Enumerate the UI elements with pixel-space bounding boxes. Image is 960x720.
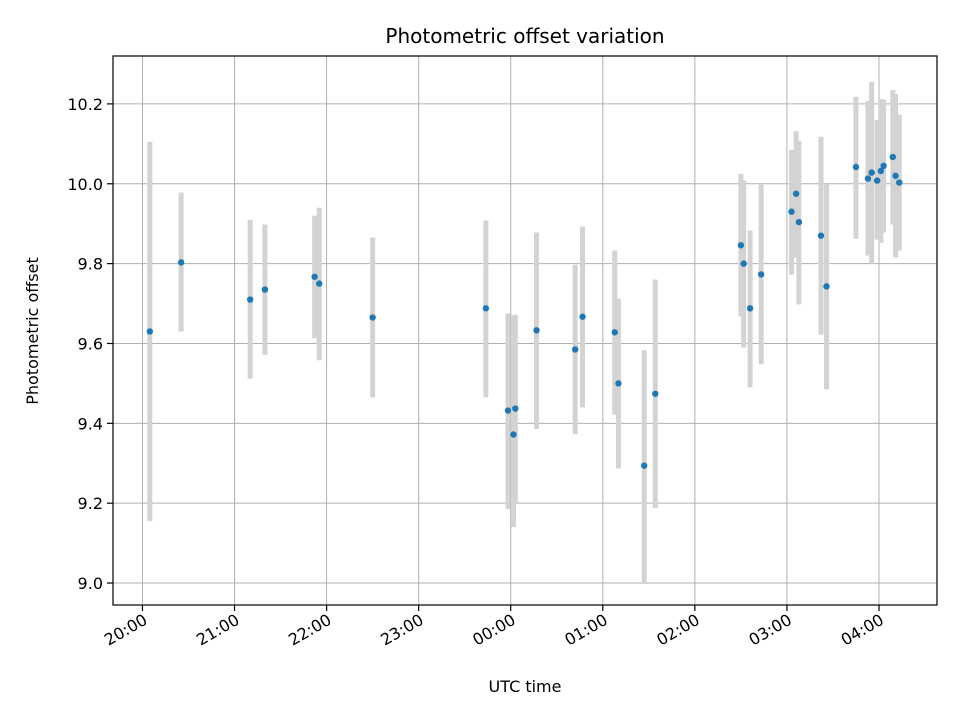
y-tick-label: 9.4 — [78, 414, 103, 433]
data-point — [795, 218, 803, 226]
data-point — [311, 273, 318, 280]
y-axis-label: Photometric offset — [23, 257, 42, 405]
plot-frame — [112, 55, 938, 606]
data-point — [877, 167, 885, 175]
data-point — [889, 153, 897, 161]
data-point — [792, 190, 800, 197]
data-point — [823, 283, 830, 290]
data-point — [873, 177, 881, 184]
y-tick-label: 9.6 — [78, 334, 103, 353]
data-point — [757, 271, 765, 278]
data-point — [533, 327, 540, 334]
data-point — [896, 179, 903, 186]
data-point — [652, 390, 659, 397]
data-point — [261, 286, 269, 293]
data-point — [504, 407, 512, 414]
data-point — [641, 462, 648, 469]
data-point — [868, 169, 875, 176]
data-point — [864, 175, 872, 182]
data-point — [579, 313, 586, 320]
data-points — [146, 153, 903, 469]
data-point — [510, 431, 517, 438]
data-point — [737, 242, 745, 249]
data-point — [746, 305, 754, 312]
data-point — [246, 296, 254, 303]
y-tick-label: 9.8 — [78, 255, 103, 274]
y-axis-ticks: 9.0 9.2 9.4 9.6 9.8 10.0 10.2 — [67, 95, 113, 593]
y-tick-label: 10.2 — [67, 95, 103, 114]
data-point — [146, 328, 154, 335]
data-point — [892, 172, 899, 179]
y-tick-label: 9.0 — [78, 574, 103, 593]
y-tick-label: 9.2 — [78, 494, 103, 513]
chart-title: Photometric offset variation — [385, 24, 664, 48]
data-point — [880, 162, 887, 169]
y-tick-label: 10.0 — [67, 175, 103, 194]
data-point — [788, 208, 795, 215]
data-point — [611, 329, 618, 336]
data-point — [482, 305, 490, 312]
data-point — [615, 380, 622, 387]
data-point — [369, 314, 376, 321]
data-point — [852, 163, 860, 171]
data-point — [817, 232, 825, 239]
data-point — [177, 259, 185, 266]
data-point — [740, 260, 747, 267]
data-point — [316, 280, 323, 287]
data-point — [571, 346, 579, 353]
x-axis-label: UTC time — [489, 677, 562, 696]
data-point — [512, 405, 519, 412]
